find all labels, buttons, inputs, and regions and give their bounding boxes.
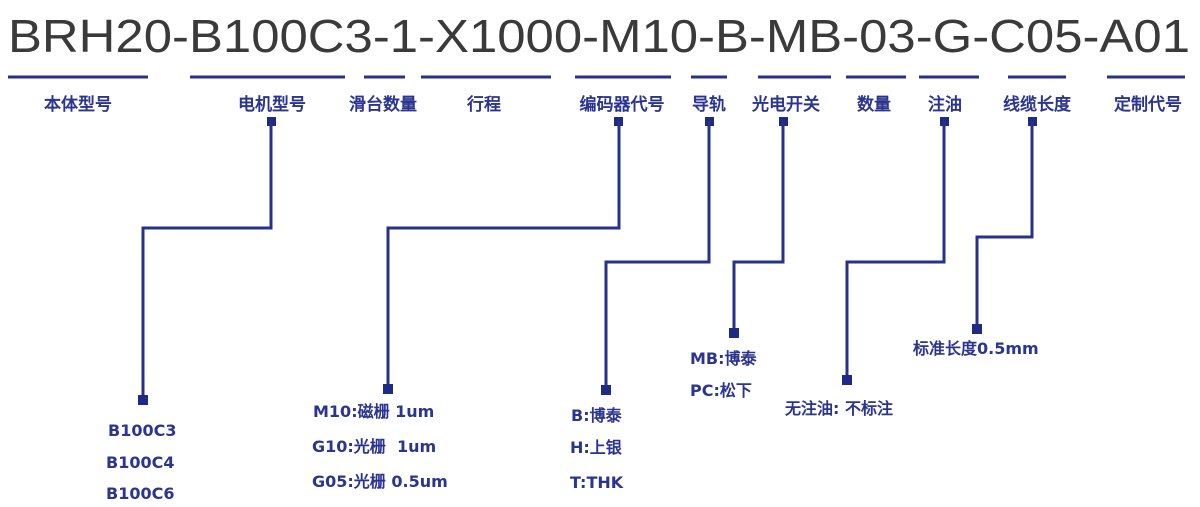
label-oil: 注油 — [928, 94, 962, 115]
option-item: MB:博泰 — [690, 349, 758, 368]
marker-square — [601, 385, 611, 395]
label-rail: 导轨 — [692, 94, 726, 115]
marker-square — [383, 384, 393, 394]
marker-square — [138, 395, 148, 405]
photo-switch-options: MB:博泰 PC:松下 — [690, 349, 758, 400]
option-item: G10:光栅 1um — [312, 437, 436, 456]
marker-square — [729, 328, 739, 338]
marker-square — [972, 324, 982, 334]
option-item: G05:光栅 0.5um — [312, 472, 448, 491]
connector-motor — [138, 117, 276, 405]
option-item: M10:磁栅 1um — [313, 402, 434, 421]
option-item: B100C4 — [106, 453, 174, 472]
label-motor-model: 电机型号 — [238, 94, 306, 115]
connector-encoder — [383, 117, 623, 394]
connectors — [138, 117, 1037, 405]
label-slide-count: 滑台数量 — [349, 94, 417, 115]
segment-labels: 本体型号 电机型号 滑台数量 行程 编码器代号 导轨 光电开关 数量 注油 线缆… — [44, 94, 1182, 115]
connector-cable — [972, 117, 1037, 334]
rail-options: B:博泰 H:上银 T:THK — [570, 406, 624, 492]
oil-options: 无注油: 不标注 — [784, 399, 893, 418]
option-item: T:THK — [570, 473, 624, 492]
label-quantity: 数量 — [857, 94, 891, 115]
option-item: B100C3 — [108, 421, 176, 440]
encoder-options: M10:磁栅 1um G10:光栅 1um G05:光栅 0.5um — [312, 402, 448, 491]
option-item: 无注油: 不标注 — [784, 399, 893, 418]
option-item: 标准长度0.5mm — [912, 339, 1039, 358]
connector-oil — [842, 117, 949, 385]
cable-options: 标准长度0.5mm — [912, 339, 1039, 358]
model-code: BRH20-B100C3-1-X1000-M10-B-MB-03-G-C05-A… — [8, 10, 1190, 62]
label-body-model: 本体型号 — [44, 94, 112, 115]
option-item: PC:松下 — [690, 381, 752, 400]
option-item: B100C6 — [106, 484, 174, 503]
label-stroke: 行程 — [466, 94, 501, 115]
label-encoder: 编码器代号 — [580, 94, 665, 115]
label-cable-length: 线缆长度 — [1003, 94, 1072, 115]
motor-options: B100C3 B100C4 B100C6 — [106, 421, 176, 503]
marker-square — [842, 375, 852, 385]
option-item: H:上银 — [570, 438, 623, 457]
label-photo-switch: 光电开关 — [751, 94, 820, 115]
connector-rail — [601, 117, 714, 395]
label-custom-code: 定制代号 — [1114, 94, 1182, 115]
connector-photo-switch — [729, 117, 788, 338]
option-item: B:博泰 — [571, 406, 623, 425]
